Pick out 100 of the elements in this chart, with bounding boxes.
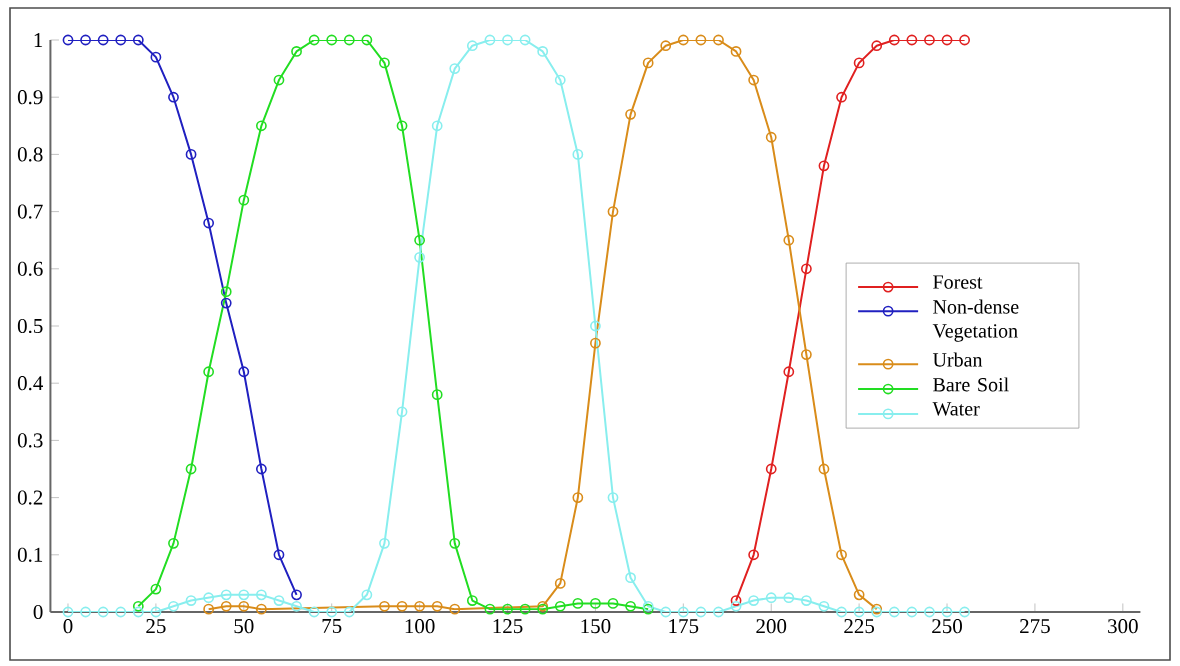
point <box>853 57 865 69</box>
legend-label: Non-dense Vegetation <box>932 299 1019 342</box>
point <box>765 592 777 604</box>
point <box>203 592 215 604</box>
point <box>625 600 636 612</box>
point <box>379 537 390 549</box>
point <box>713 606 724 618</box>
point <box>414 234 426 246</box>
y-tick-label: 0.2 <box>17 490 43 505</box>
point <box>695 34 707 46</box>
point <box>800 263 812 275</box>
point <box>888 606 900 618</box>
point <box>132 34 144 46</box>
point <box>238 600 250 612</box>
x-tick-label: 50 <box>234 619 254 634</box>
y-tick-label: 0.7 <box>17 204 43 219</box>
point <box>502 34 513 46</box>
point <box>97 34 109 46</box>
point <box>379 600 390 612</box>
point <box>607 206 619 217</box>
x-tick-label: 300 <box>1108 619 1138 634</box>
point <box>115 606 127 618</box>
point <box>730 595 742 606</box>
point <box>888 34 900 46</box>
point <box>273 549 285 561</box>
point <box>238 366 250 378</box>
y-tick-label: 0.8 <box>17 147 43 162</box>
point <box>273 595 285 606</box>
point <box>818 600 830 612</box>
point <box>484 603 496 615</box>
y-tick-label: 0.5 <box>17 318 43 334</box>
point <box>959 606 971 618</box>
point <box>871 40 883 52</box>
point <box>291 600 302 612</box>
point <box>730 600 742 612</box>
point <box>941 34 953 46</box>
point <box>431 389 443 401</box>
point <box>343 606 355 618</box>
point <box>572 492 584 503</box>
point <box>677 34 689 46</box>
point <box>97 606 109 618</box>
x-tick-label: 175 <box>669 619 699 634</box>
point <box>748 74 760 86</box>
point <box>554 578 566 589</box>
point <box>62 606 74 618</box>
point <box>677 606 689 618</box>
point <box>168 91 179 103</box>
point <box>185 149 197 160</box>
point <box>220 297 232 309</box>
point <box>783 366 795 378</box>
point <box>150 606 162 618</box>
x-tick-label: 150 <box>581 619 611 634</box>
point <box>554 74 566 86</box>
point <box>800 349 812 360</box>
point <box>466 40 478 52</box>
point <box>396 600 408 612</box>
legend-label: Urban <box>932 352 983 367</box>
point <box>660 606 672 618</box>
point <box>590 337 601 349</box>
legend-label: Bare Soil <box>933 377 1009 392</box>
point <box>836 91 847 103</box>
point <box>642 57 654 69</box>
y-tick-label: 1 <box>34 33 43 47</box>
y-tick-label: 0.1 <box>17 547 43 562</box>
x-tick-label: 25 <box>146 619 166 634</box>
point <box>783 234 795 246</box>
point <box>185 463 197 475</box>
point <box>220 589 232 601</box>
point <box>168 537 179 549</box>
point <box>291 589 302 601</box>
point <box>414 600 426 612</box>
x-tick-label: 275 <box>1020 619 1050 634</box>
point <box>959 34 971 46</box>
point <box>519 603 531 615</box>
point <box>853 589 865 601</box>
point <box>203 366 215 378</box>
point <box>132 600 144 612</box>
point <box>115 34 127 46</box>
point <box>343 34 355 46</box>
point <box>449 63 461 74</box>
point <box>238 589 250 601</box>
x-tick-label: 200 <box>756 619 787 634</box>
y-tick-label: 0 <box>33 604 43 620</box>
point <box>220 286 232 298</box>
point <box>255 603 267 615</box>
point <box>203 217 215 229</box>
point <box>308 606 320 618</box>
point <box>449 537 461 549</box>
point <box>80 34 91 46</box>
x-tick-label: 100 <box>405 619 435 634</box>
point <box>818 463 830 475</box>
point <box>572 149 584 160</box>
point <box>924 606 935 618</box>
point <box>765 131 777 143</box>
point <box>695 606 707 618</box>
point <box>625 108 636 120</box>
point <box>62 34 74 46</box>
point <box>255 120 267 132</box>
point <box>590 598 601 609</box>
point <box>255 589 267 601</box>
